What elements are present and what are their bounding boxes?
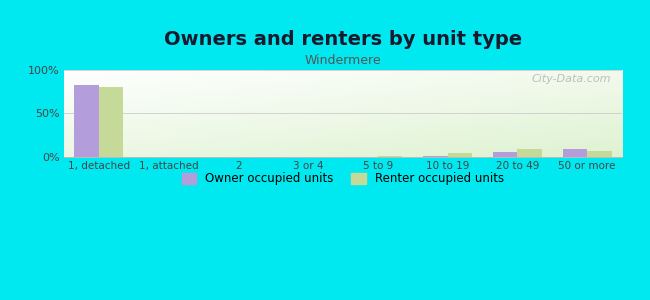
Bar xyxy=(587,151,612,157)
Bar xyxy=(448,154,472,157)
Title: Owners and renters by unit type: Owners and renters by unit type xyxy=(164,30,522,49)
Bar xyxy=(378,156,402,157)
Text: City-Data.com: City-Data.com xyxy=(531,74,611,84)
Text: Windermere: Windermere xyxy=(305,53,381,67)
Bar xyxy=(99,87,123,157)
Legend: Owner occupied units, Renter occupied units: Owner occupied units, Renter occupied un… xyxy=(177,168,509,190)
Bar xyxy=(563,149,587,157)
Bar xyxy=(74,85,99,157)
Bar xyxy=(493,152,517,157)
Bar xyxy=(517,149,541,157)
Bar xyxy=(423,156,448,157)
